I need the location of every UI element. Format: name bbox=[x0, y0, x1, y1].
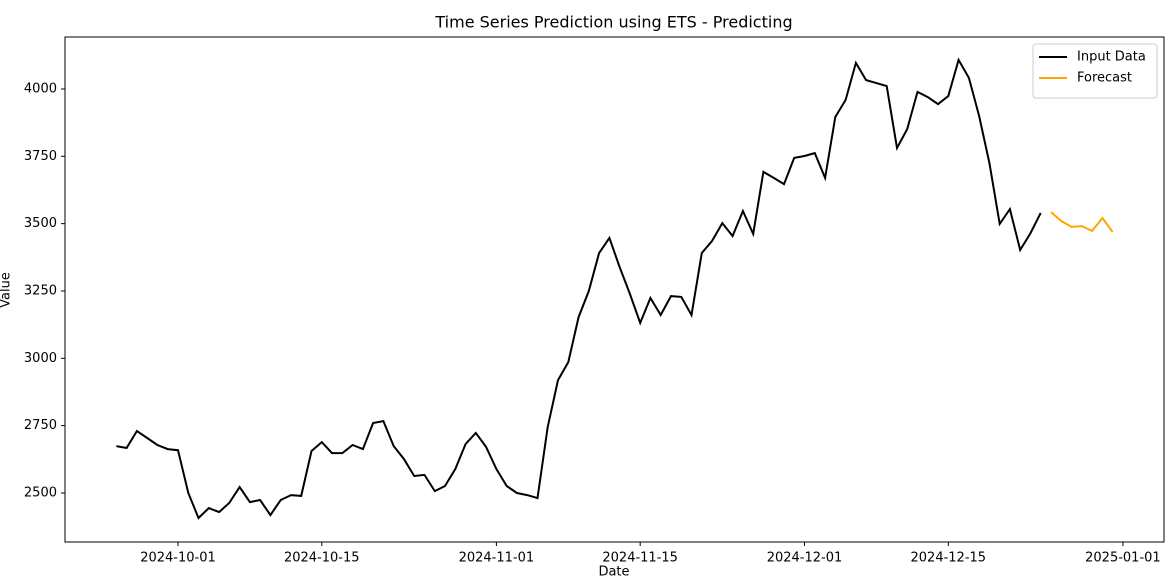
series-line bbox=[116, 57, 1042, 520]
series-line bbox=[1050, 211, 1114, 233]
x-tick-label: 2024-11-15 bbox=[602, 551, 678, 566]
y-tick-label: 4000 bbox=[24, 81, 57, 96]
legend-label: Input Data bbox=[1077, 50, 1146, 65]
y-tick-label: 2750 bbox=[24, 418, 57, 433]
x-tick-label: 2024-10-15 bbox=[284, 551, 360, 566]
y-tick-label: 3000 bbox=[24, 351, 57, 366]
x-tick-label: 2024-10-01 bbox=[140, 551, 216, 566]
y-tick-label: 2500 bbox=[24, 485, 57, 500]
x-tick-label: 2025-01-01 bbox=[1085, 551, 1161, 566]
x-tick-label: 2024-12-15 bbox=[911, 551, 987, 566]
y-tick-label: 3250 bbox=[24, 283, 57, 298]
y-axis-label: Value bbox=[0, 272, 14, 308]
x-tick-label: 2024-11-01 bbox=[459, 551, 535, 566]
plot-frame bbox=[64, 36, 1165, 543]
chart-title: Time Series Prediction using ETS - Predi… bbox=[434, 13, 792, 32]
y-tick-label: 3500 bbox=[24, 216, 57, 231]
y-tick-label: 3750 bbox=[24, 149, 57, 164]
x-tick-label: 2024-12-01 bbox=[767, 551, 843, 566]
x-axis-label: Date bbox=[598, 565, 629, 576]
legend-label: Forecast bbox=[1077, 71, 1132, 86]
